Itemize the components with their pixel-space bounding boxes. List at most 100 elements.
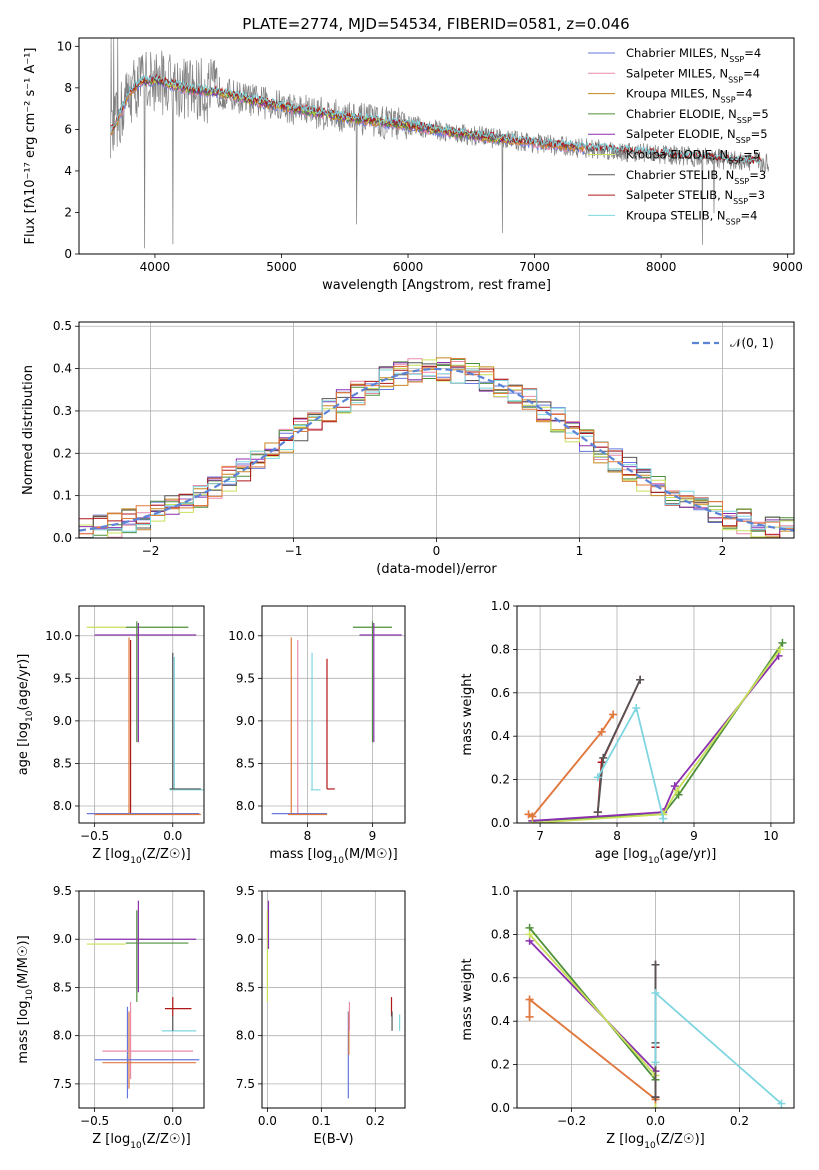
series-lines xyxy=(525,923,786,1108)
x-tick-label: 0.0 xyxy=(646,1114,665,1128)
series-point xyxy=(651,960,660,969)
residual-histogram xyxy=(79,362,794,538)
series-point xyxy=(651,1058,660,1067)
legend-label-sub: SSP xyxy=(737,115,752,124)
y-tick-label: 10 xyxy=(57,39,72,53)
legend-label-tail: =4 xyxy=(743,66,760,80)
x-tick-label: 8000 xyxy=(646,260,677,274)
axis-label: Z [log10(Z/Z☉)] xyxy=(92,1132,190,1151)
x-tick-label: 9000 xyxy=(772,260,803,274)
series-line xyxy=(532,642,784,822)
axis-label: Z [log10(Z/Z☉)] xyxy=(92,847,190,866)
label-part: age [ xyxy=(16,742,31,775)
label-part: (Z/Z☉)] xyxy=(142,847,191,862)
y-tick-label: 7.5 xyxy=(236,1077,255,1091)
residual-lines xyxy=(79,357,794,538)
panel-age-z: −0.5 0.08.08.59.09.510.0Z [log10(Z/Z☉)]ag… xyxy=(16,605,205,866)
series-line xyxy=(654,991,782,1105)
axes-frame xyxy=(78,37,795,255)
legend-label-base: Chabrier ELODIE, N xyxy=(626,107,737,121)
label-part: mass [ xyxy=(269,847,312,862)
x-tick-label: −1 xyxy=(285,544,303,558)
panel-residuals: −2 −1 0 1 2 0.0 0.1 0.2 0.3 0.4 0.5 (data-model)/er… xyxy=(21,319,795,577)
label-part: Normed distribution xyxy=(21,365,36,495)
axes-frame xyxy=(516,605,795,824)
axis-label: (data-model)/error xyxy=(376,562,497,577)
label-part: Z [ xyxy=(92,1132,110,1147)
legend-label-sub: SSP xyxy=(728,75,743,84)
y-tick-label: 0.8 xyxy=(491,927,510,941)
legend-label-sub: SSP xyxy=(736,136,751,145)
y-tick-label: 10.0 xyxy=(45,629,72,643)
legend-label-tail: =5 xyxy=(752,107,769,121)
y-tick-label: 10.0 xyxy=(228,629,255,643)
label-part: log xyxy=(624,1132,644,1147)
y-tick-label: 8 xyxy=(64,81,72,95)
x-tick-label: −0.5 xyxy=(80,829,109,843)
y-tick-label: 8.0 xyxy=(53,1029,72,1043)
series-point xyxy=(632,703,641,712)
panel-massweight-z: −0.2 0.0 0.2 0.0 0.2 0.4 0.6 0.8 1.0 Z [log10(Z/Z… xyxy=(460,884,795,1151)
segments xyxy=(266,900,401,1099)
y-tick-label: 8.5 xyxy=(236,756,255,770)
legend-label-base: Kroupa MILES, N xyxy=(626,87,721,101)
legend-label: Kroupa STELIB, NSSP=4 xyxy=(626,208,757,226)
legend-label: Salpeter MILES, NSSP=4 xyxy=(626,66,760,84)
y-tick-label: 0.4 xyxy=(491,729,510,743)
series-line xyxy=(528,940,657,1098)
axis-label: mass weight xyxy=(460,958,475,1040)
series-point xyxy=(593,808,602,817)
series-point xyxy=(636,675,645,684)
series-point xyxy=(609,710,618,719)
x-tick-label: 4000 xyxy=(140,260,171,274)
segments xyxy=(86,900,200,1099)
series-point xyxy=(525,1012,534,1021)
axes-frame xyxy=(78,890,205,1109)
y-tick-label: 4 xyxy=(64,164,72,178)
spectrum-lines xyxy=(110,38,770,249)
label-subscript: 10 xyxy=(130,856,142,866)
legend-label-tail: =3 xyxy=(749,168,766,182)
series-line xyxy=(528,714,614,818)
legend-label-base: Salpeter STELIB, N xyxy=(626,188,733,202)
legend-label-base: Chabrier MILES, N xyxy=(626,46,729,60)
x-tick-label: 7 xyxy=(536,829,544,843)
normal-curve xyxy=(79,367,794,532)
y-tick-label: 0 xyxy=(64,247,72,261)
axes-frame xyxy=(261,605,406,824)
y-tick-label: 9.5 xyxy=(53,884,72,898)
legend-label-tail: =5 xyxy=(743,148,760,162)
panel-age-mass: 8 9 8.0 8.5 9.0 9.5 10.0 mass [log10(M/M☉)] xyxy=(228,605,406,866)
legend-label-sub: SSP xyxy=(721,95,736,104)
series-point xyxy=(651,1093,660,1102)
label-part: (M/M☉)] xyxy=(344,847,398,862)
y-tick-label: 8.0 xyxy=(236,799,255,813)
x-tick-label: 0 xyxy=(433,544,441,558)
series-point xyxy=(651,1104,660,1108)
legend-label-sub: SSP xyxy=(733,197,748,206)
panel-mass-z: −0.5 0.07.58.08.59.09.5Z [log10(Z/Z☉)]mas… xyxy=(16,884,205,1151)
label-part: (M/M☉)] xyxy=(16,935,31,989)
legend-label: Chabrier MILES, NSSP=4 xyxy=(626,46,761,64)
label-part: (Z/Z☉)] xyxy=(142,1132,191,1147)
series-point xyxy=(670,782,679,791)
legend-label: 𝒩(0, 1) xyxy=(730,336,774,350)
segments xyxy=(271,621,402,816)
y-tick-label: 0.0 xyxy=(491,1101,510,1115)
x-tick-label: 10 xyxy=(763,829,778,843)
residual-legend: 𝒩(0, 1) xyxy=(692,336,774,350)
legend-label-base: Salpeter ELODIE, N xyxy=(626,127,736,141)
series-point xyxy=(673,786,682,795)
series-point xyxy=(651,988,660,997)
y-tick-label: 0.2 xyxy=(53,446,72,460)
y-tick-label: 0.2 xyxy=(491,1058,510,1072)
y-tick-label: 8.5 xyxy=(236,980,255,994)
y-tick-label: 0.6 xyxy=(491,686,510,700)
legend-label: Kroupa MILES, NSSP=4 xyxy=(626,87,752,105)
x-tick-label: 9 xyxy=(369,829,377,843)
label-part: log xyxy=(16,1000,31,1020)
axis-label: Z [log10(Z/Z☉)] xyxy=(606,1132,704,1151)
legend-label-tail: =5 xyxy=(751,127,768,141)
axes-frame xyxy=(78,321,795,539)
